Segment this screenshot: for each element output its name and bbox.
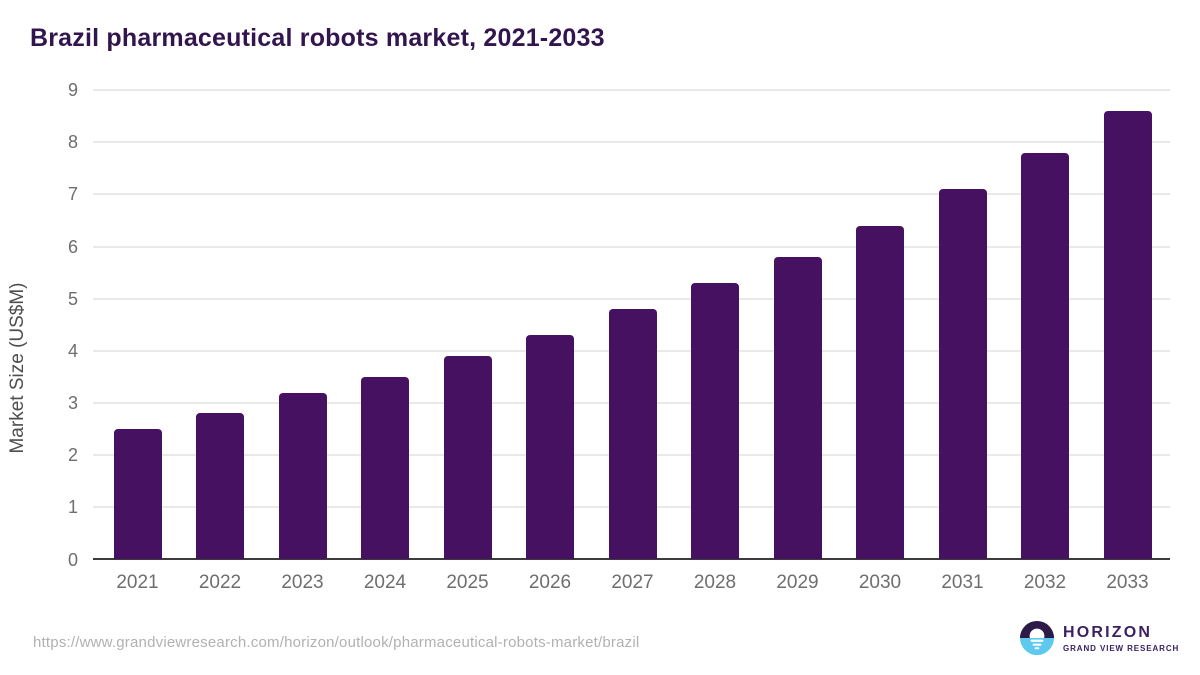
x-tick-label: 2024 xyxy=(363,572,407,593)
x-tick-label: 2023 xyxy=(281,572,324,593)
logo-name: HORIZON xyxy=(1063,623,1153,641)
x-tick-label: 2021 xyxy=(116,572,159,593)
bar-2021[interactable] xyxy=(113,429,162,560)
x-tick-label: 2030 xyxy=(858,572,902,593)
chart-title: Brazil pharmaceutical robots market, 202… xyxy=(30,24,605,52)
bar-2030[interactable] xyxy=(856,225,904,560)
bar-2029[interactable] xyxy=(773,256,822,560)
y-tick-label: 3 xyxy=(67,393,78,413)
bar-2028[interactable] xyxy=(691,283,739,560)
y-tick-label: 1 xyxy=(67,497,78,518)
source-url: https://www.grandviewresearch.com/horizo… xyxy=(33,634,640,651)
x-tick-label: 2026 xyxy=(528,572,572,593)
gridline xyxy=(93,297,1170,300)
y-tick-label: 5 xyxy=(67,288,78,309)
gridline xyxy=(93,245,1170,248)
y-tick-label: 6 xyxy=(67,236,78,257)
bar-2027[interactable] xyxy=(608,309,657,560)
bar-2024[interactable] xyxy=(361,376,409,560)
bar-2026[interactable] xyxy=(526,335,574,560)
x-tick-label: 2025 xyxy=(446,572,489,593)
gridline xyxy=(93,193,1170,196)
bar-2031[interactable] xyxy=(938,189,987,560)
y-tick-label: 2 xyxy=(67,445,78,466)
x-tick-label: 2028 xyxy=(693,572,737,593)
x-tick-label: 2022 xyxy=(198,572,242,593)
y-tick-label: 4 xyxy=(67,340,78,361)
bar-2032[interactable] xyxy=(1021,152,1069,560)
x-tick-label: 2029 xyxy=(776,572,819,593)
y-tick-label: 0 xyxy=(67,549,78,570)
bar-2022[interactable] xyxy=(196,413,244,560)
y-tick-label: 8 xyxy=(67,132,78,153)
x-tick-label: 2032 xyxy=(1023,572,1067,593)
bar-2025[interactable] xyxy=(443,356,492,560)
x-tick-label: 2027 xyxy=(611,572,654,593)
y-tick-label: 9 xyxy=(67,80,78,100)
x-tick-label: 2031 xyxy=(941,572,984,593)
horizon-logo: HORIZON GRAND VIEW RESEARCH xyxy=(1020,621,1179,655)
logo-subtitle: GRAND VIEW RESEARCH xyxy=(1063,643,1180,653)
gridline xyxy=(93,89,1170,91)
y-tick-label: 7 xyxy=(67,184,78,205)
x-tick-label: 2033 xyxy=(1106,572,1149,593)
gridline xyxy=(93,141,1170,144)
horizon-sunrise-icon xyxy=(1020,621,1054,655)
y-axis-title: Market Size (US$M) xyxy=(7,282,28,454)
bar-2033[interactable] xyxy=(1103,110,1152,560)
bar-2023[interactable] xyxy=(278,392,327,560)
